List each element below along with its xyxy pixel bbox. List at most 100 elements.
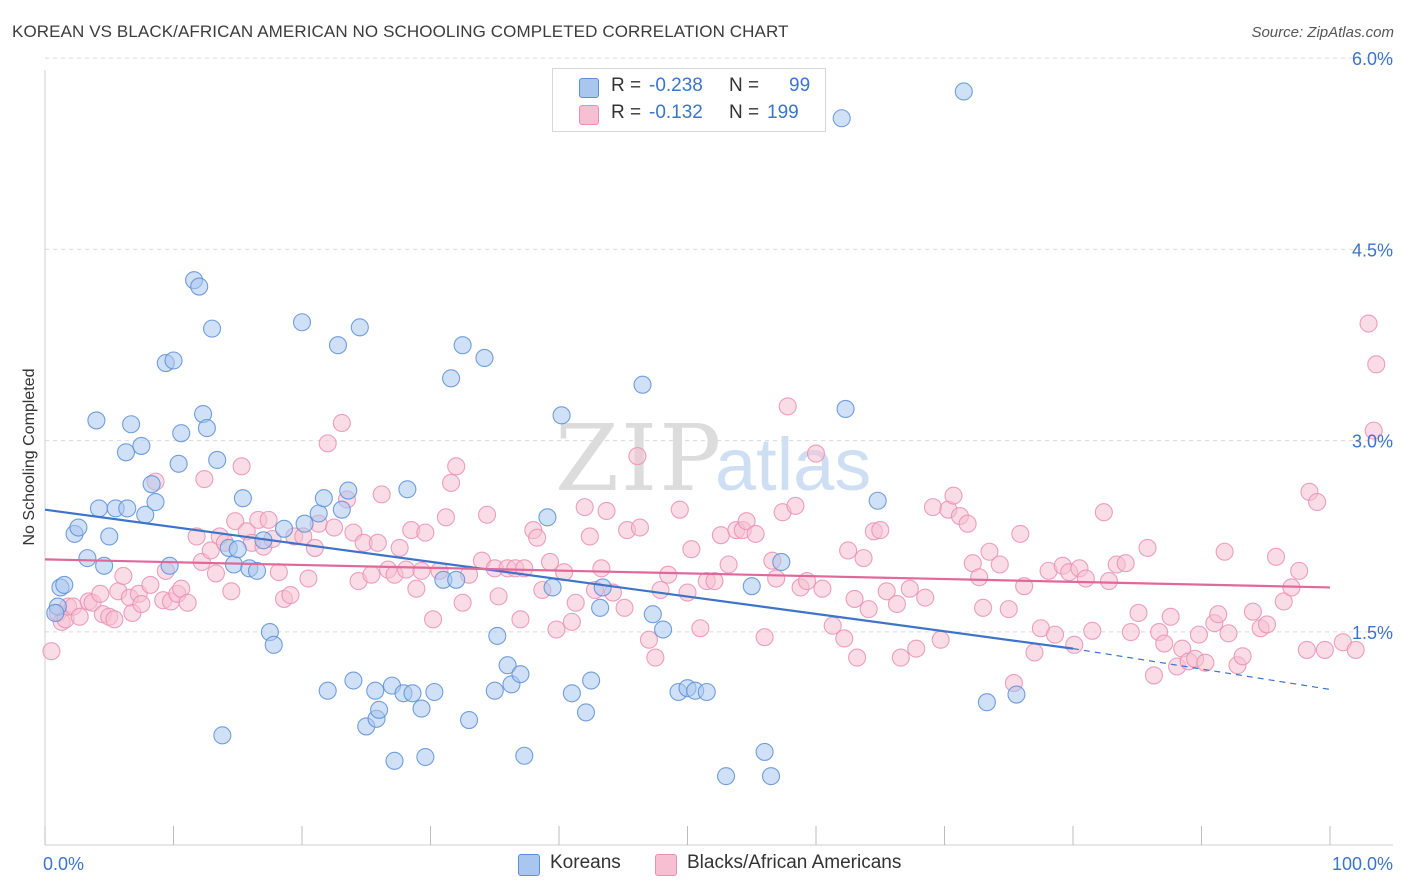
black-point	[1138, 538, 1157, 557]
black-point	[845, 589, 864, 608]
black-point	[1308, 492, 1327, 512]
black-point	[630, 518, 650, 537]
korean-point	[100, 527, 119, 546]
black-point	[958, 514, 977, 533]
black-point	[1065, 635, 1084, 654]
korean-point	[208, 450, 227, 470]
black-point	[1257, 615, 1277, 634]
correlation-legend: R = -0.238 N = 99 R = -0.132 N = 199	[552, 68, 826, 132]
korean-point	[197, 419, 216, 438]
korean-point	[761, 767, 781, 786]
korean-point	[643, 605, 662, 624]
korean-point	[453, 336, 472, 355]
blacks-swatch	[579, 105, 599, 125]
black-point	[195, 470, 214, 489]
black-point	[332, 413, 351, 433]
korean-point	[697, 682, 716, 702]
black-point	[859, 600, 878, 619]
source-label: Source: ZipAtlas.com	[1251, 24, 1394, 41]
korean-point	[654, 620, 673, 639]
black-point	[691, 619, 710, 638]
black-point	[442, 473, 461, 492]
korean-point	[233, 489, 252, 508]
korean-point	[498, 656, 517, 675]
black-point	[447, 457, 466, 476]
y-tick-label: 6.0%	[1352, 49, 1393, 69]
korean-point	[832, 109, 851, 128]
black-point	[1209, 605, 1228, 624]
black-point	[222, 582, 241, 601]
koreans-swatch	[579, 78, 599, 98]
black-point	[682, 540, 701, 559]
black-point	[566, 593, 585, 612]
black-point	[269, 563, 288, 582]
korean-point	[485, 681, 504, 700]
black-point	[42, 642, 61, 661]
black-point	[1011, 524, 1030, 543]
x-ticks	[44, 826, 1331, 845]
black-point	[786, 496, 805, 515]
black-point	[891, 648, 910, 667]
black-point	[362, 565, 381, 584]
black-point	[887, 594, 907, 614]
korean-point	[511, 665, 530, 684]
korean-point	[412, 699, 431, 718]
black-point	[70, 607, 89, 626]
black-african-american-points	[42, 314, 1386, 693]
r-value: -0.238	[649, 75, 703, 96]
black-point	[597, 501, 616, 521]
y-tick-label: 3.0%	[1352, 432, 1393, 452]
korean-point	[447, 570, 466, 589]
black-point	[1297, 640, 1316, 659]
korean-point	[475, 348, 494, 368]
korean-point	[172, 424, 191, 443]
r-label: R =	[611, 75, 642, 96]
n-value: 99	[789, 75, 811, 96]
black-point	[980, 542, 999, 561]
black-point	[592, 559, 611, 578]
korean-point	[350, 318, 369, 337]
black-point	[1359, 314, 1378, 333]
korean-point	[146, 492, 165, 512]
korean-point	[552, 406, 571, 425]
axes	[44, 70, 1393, 846]
r-value: -0.132	[649, 102, 703, 123]
y-axis-label: No Schooling Completed	[21, 369, 38, 546]
black-point	[1364, 421, 1383, 440]
chart-title: KOREAN VS BLACK/AFRICAN AMERICAN NO SCHO…	[12, 22, 789, 41]
black-point	[325, 518, 344, 537]
korean-point	[190, 277, 209, 296]
korean-point	[591, 598, 610, 617]
korean-point	[309, 504, 328, 523]
black-point	[1315, 640, 1334, 659]
black-point	[453, 593, 472, 612]
black-point	[813, 579, 832, 598]
korean-point	[318, 681, 337, 700]
korean-point	[132, 436, 151, 455]
korean-point	[314, 489, 333, 508]
korean-point	[142, 475, 161, 494]
black-point	[1161, 607, 1180, 626]
black-point	[1083, 621, 1102, 640]
black-point	[678, 583, 697, 602]
black-point	[719, 555, 738, 574]
black-point	[646, 648, 665, 667]
black-point	[562, 612, 581, 631]
y-tick-labels: 1.5% 3.0% 4.5% 6.0%	[1352, 49, 1393, 643]
korean-point	[459, 710, 479, 730]
black-point	[515, 559, 534, 578]
korean-point	[488, 626, 507, 645]
black-point	[628, 447, 647, 466]
korean-point	[118, 499, 137, 518]
black-point	[1155, 634, 1174, 653]
black-point	[511, 610, 530, 629]
korean-point	[87, 411, 106, 430]
black-point	[854, 549, 873, 568]
black-point	[839, 541, 858, 560]
black-point	[132, 594, 151, 614]
black-point	[187, 527, 206, 546]
black-point	[877, 582, 896, 601]
korean-point	[836, 399, 855, 419]
korean-point	[55, 575, 74, 594]
black-point	[232, 457, 251, 476]
